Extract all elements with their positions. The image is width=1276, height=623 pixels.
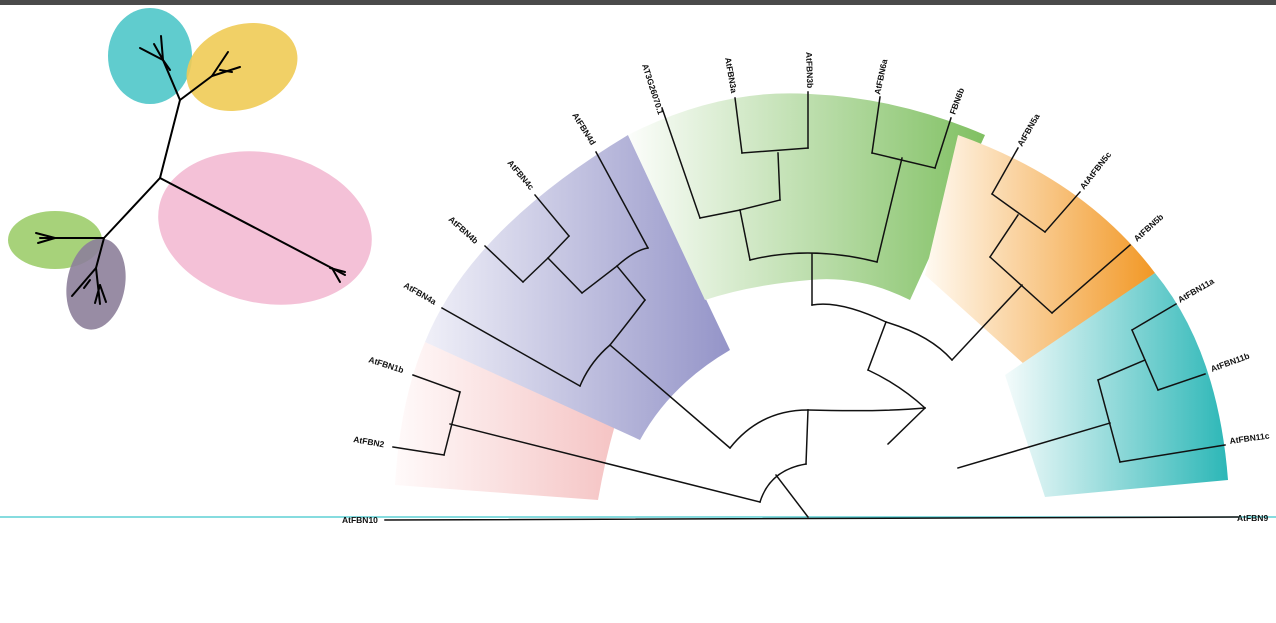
leaf-label-atfbn4a: AtFBN4a xyxy=(402,280,438,307)
unrooted-tree xyxy=(8,8,372,330)
leaf-label-atfbn4d: AtFBN4d xyxy=(570,111,598,147)
leaf-label-atfbn2: AtFBN2 xyxy=(353,434,386,449)
leaf-label-fbn6b: FBN6b xyxy=(947,87,966,116)
leaf-label-atfbn1b: AtFBN1b xyxy=(367,354,405,375)
leaf-label-atfbn11a: AtFBN11a xyxy=(1176,276,1216,305)
leaf-label-atfbn11b: AtFBN11b xyxy=(1209,351,1251,374)
leaf-label-atfbn3b: AtFBN3b xyxy=(804,52,815,89)
unrooted-pink-clade xyxy=(158,151,372,305)
unrooted-branches xyxy=(35,35,346,305)
clade-band-green xyxy=(628,93,985,300)
clade-band-teal xyxy=(1005,273,1228,497)
leaf-label-atfbn9: AtFBN9 xyxy=(1237,513,1268,523)
clade-band-orange xyxy=(925,135,1155,365)
top-border xyxy=(0,0,1276,5)
leaf-label-at3g26070: AT3G26070.1 xyxy=(640,63,666,117)
leaf-label-atfbn3a: AtFBN3a xyxy=(723,57,739,94)
leaf-label-atfbn4c: AtFBN4c xyxy=(505,158,536,192)
leaf-label-atfbn5a: AtFBN5a xyxy=(1015,112,1042,148)
circular-tree-branches xyxy=(384,91,1239,521)
leaf-label-atfbn5b: AtFBN5b xyxy=(1132,212,1166,244)
leaf-label-atfbn11c: AtFBN11c xyxy=(1229,430,1270,446)
leaf-label-atfbn4b: AtFBN4b xyxy=(447,214,481,246)
clade-band-red xyxy=(395,342,615,500)
unrooted-purple-clade xyxy=(66,238,126,330)
leaf-label-atatfbn5c: AtAtFBN5c xyxy=(1078,150,1114,192)
leaf-label-atfbn10: AtFBN10 xyxy=(342,515,378,525)
leaf-label-atfbn6a: AtFBN6a xyxy=(872,58,889,95)
unrooted-teal-clade xyxy=(108,8,192,104)
unrooted-yellow-clade xyxy=(186,22,298,112)
